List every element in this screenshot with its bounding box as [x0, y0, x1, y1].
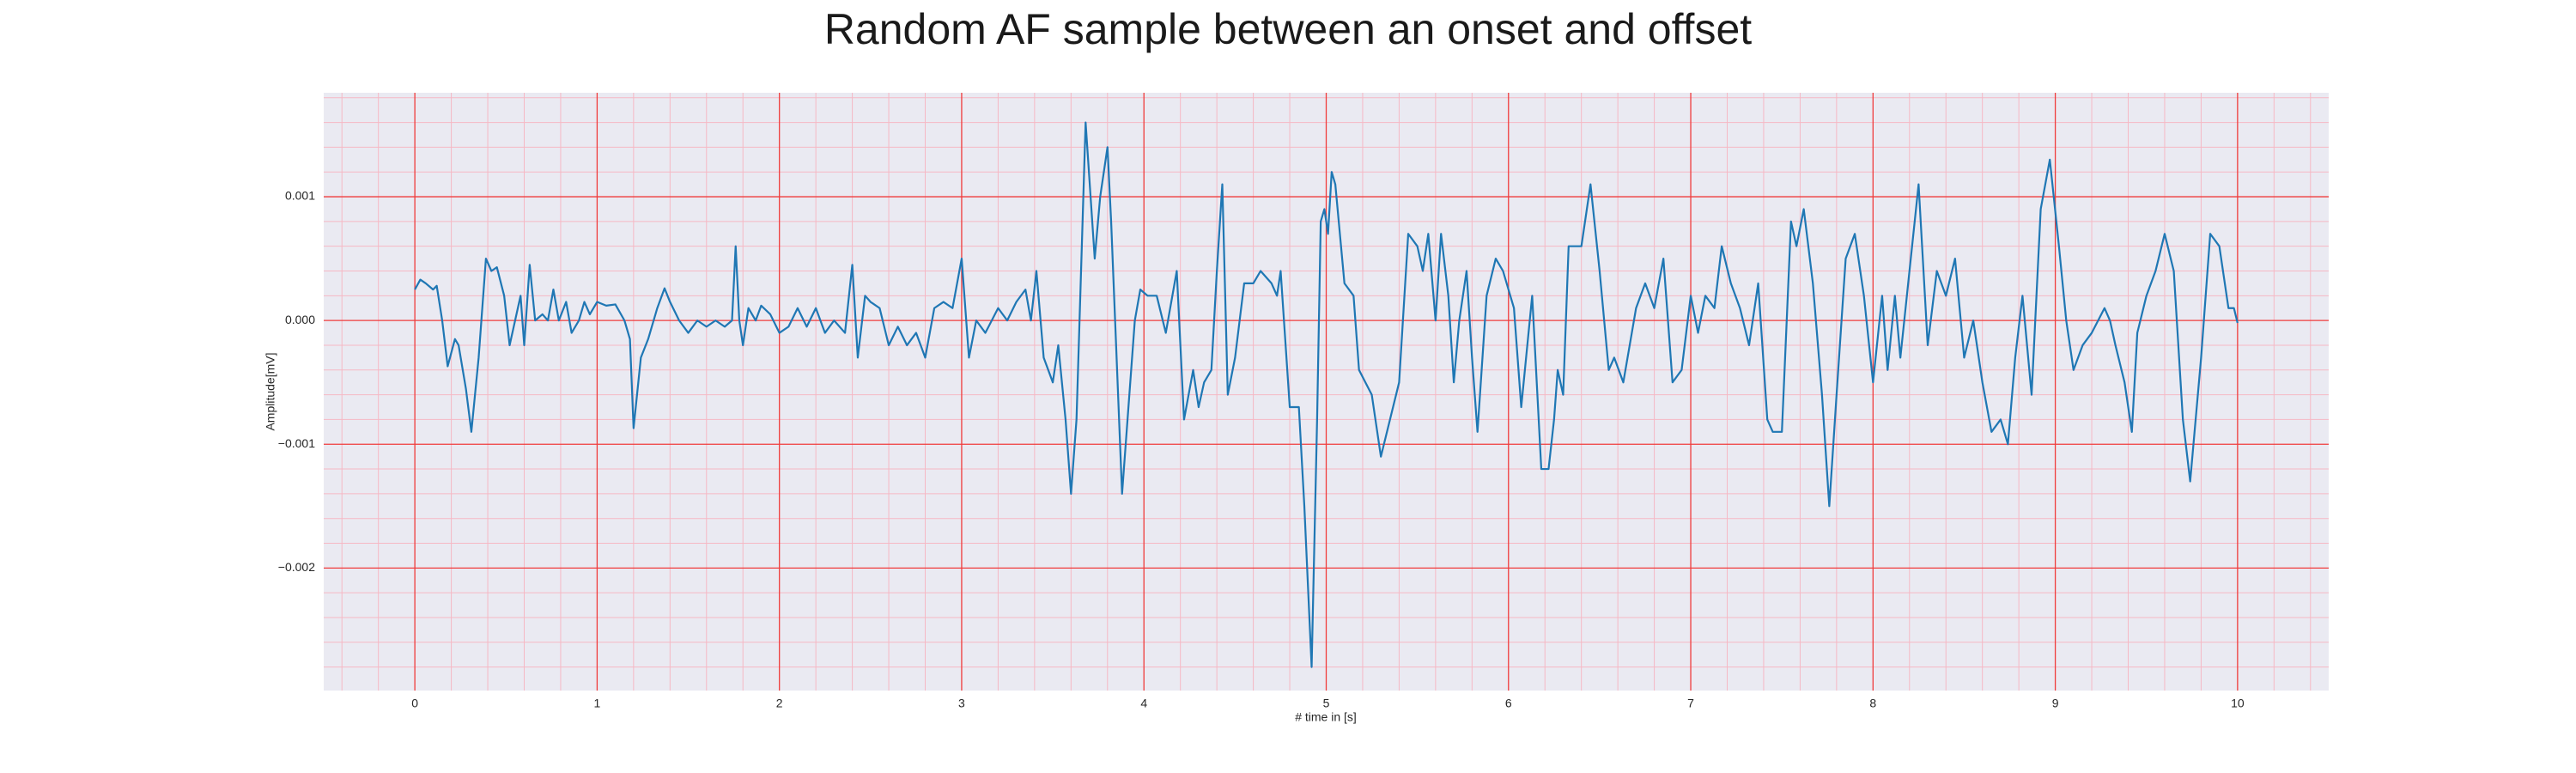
grid	[324, 93, 2329, 691]
x-tick-label: 2	[776, 697, 783, 710]
x-tick-label: 9	[2052, 697, 2059, 710]
y-tick-label: −0.002	[278, 560, 315, 574]
plot-area	[414, 121, 2239, 668]
x-tick-label: 4	[1140, 697, 1147, 710]
x-tick-label: 3	[958, 697, 965, 710]
x-tick-label: 5	[1323, 697, 1330, 710]
x-tick-label: 0	[411, 697, 418, 710]
x-tick-label: 6	[1505, 697, 1512, 710]
y-tick-label: −0.001	[278, 436, 315, 450]
x-axis-label: # time in [s]	[1295, 710, 1357, 724]
chart-title: Random AF sample between an onset and of…	[824, 5, 1752, 53]
x-tick-label: 7	[1687, 697, 1694, 710]
x-tick-label: 1	[594, 697, 601, 710]
y-axis-label: Amplitude[mV]	[264, 352, 277, 430]
x-tick-label: 10	[2231, 697, 2245, 710]
signal-line	[414, 121, 2239, 668]
x-tick-label: 8	[1869, 697, 1876, 710]
y-tick-label: 0.000	[285, 313, 315, 326]
y-tick-label: 0.001	[285, 189, 315, 203]
